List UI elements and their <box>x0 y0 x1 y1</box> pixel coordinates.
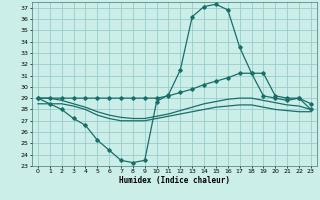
X-axis label: Humidex (Indice chaleur): Humidex (Indice chaleur) <box>119 176 230 185</box>
